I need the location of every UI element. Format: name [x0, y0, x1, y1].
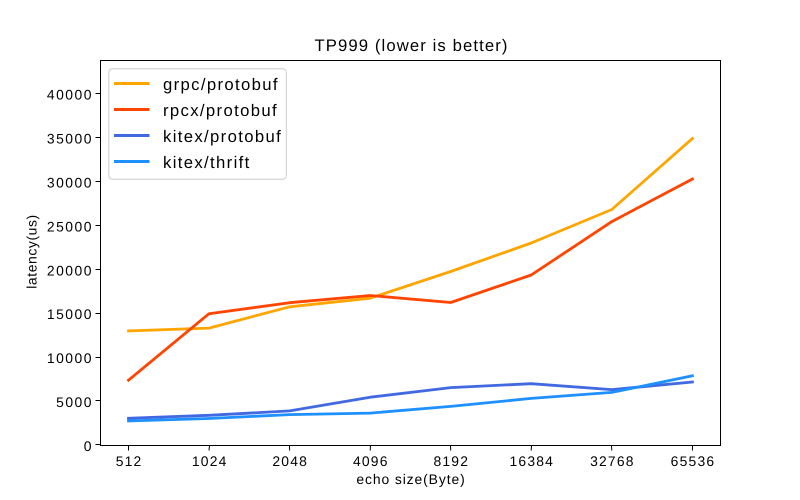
svg-text:40000: 40000: [47, 87, 93, 103]
svg-text:25000: 25000: [47, 218, 93, 234]
svg-text:30000: 30000: [47, 175, 93, 191]
svg-text:kitex/protobuf: kitex/protobuf: [163, 127, 282, 146]
svg-text:latency(us): latency(us): [23, 214, 39, 289]
svg-text:1024: 1024: [192, 453, 228, 469]
svg-text:65536: 65536: [671, 453, 716, 469]
svg-text:15000: 15000: [47, 306, 93, 322]
svg-text:grpc/protobuf: grpc/protobuf: [163, 75, 279, 94]
svg-text:0: 0: [84, 438, 93, 454]
svg-text:2048: 2048: [272, 453, 308, 469]
svg-text:20000: 20000: [47, 262, 93, 278]
svg-text:4096: 4096: [353, 453, 389, 469]
svg-text:echo size(Byte): echo size(Byte): [356, 471, 465, 487]
svg-text:35000: 35000: [47, 131, 93, 147]
svg-text:TP999 (lower is better): TP999 (lower is better): [314, 36, 508, 55]
svg-text:kitex/thrift: kitex/thrift: [163, 153, 251, 172]
svg-text:32768: 32768: [590, 453, 635, 469]
svg-text:512: 512: [116, 453, 143, 469]
svg-text:rpcx/protobuf: rpcx/protobuf: [163, 101, 278, 120]
svg-text:8192: 8192: [433, 453, 469, 469]
svg-text:16384: 16384: [509, 453, 554, 469]
svg-text:5000: 5000: [56, 394, 93, 410]
svg-text:10000: 10000: [47, 350, 93, 366]
